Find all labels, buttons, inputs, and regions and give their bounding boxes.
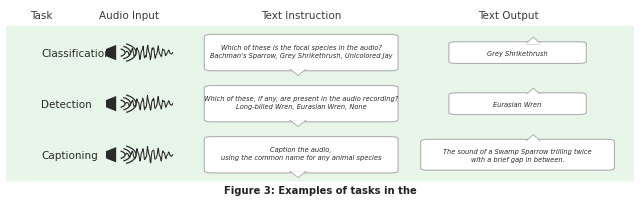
Text: Figure 3: Examples of tasks in the: Figure 3: Examples of tasks in the — [223, 185, 417, 195]
Polygon shape — [525, 135, 541, 142]
FancyBboxPatch shape — [204, 35, 398, 71]
Text: Which of these, if any, are present in the audio recording?
Long-billed Wren, Eu: Which of these, if any, are present in t… — [204, 96, 398, 110]
Polygon shape — [525, 44, 541, 45]
Polygon shape — [525, 141, 541, 142]
Text: Caption the audio,
using the common name for any animal species: Caption the audio, using the common name… — [221, 146, 381, 161]
Polygon shape — [289, 120, 307, 127]
FancyBboxPatch shape — [106, 151, 111, 159]
Text: Task: Task — [29, 11, 52, 21]
Text: Text Output: Text Output — [478, 11, 538, 21]
FancyBboxPatch shape — [449, 42, 586, 64]
Polygon shape — [289, 69, 307, 76]
FancyBboxPatch shape — [2, 128, 638, 182]
Polygon shape — [106, 46, 116, 61]
FancyBboxPatch shape — [106, 50, 111, 57]
Text: Captioning: Captioning — [41, 150, 98, 160]
Text: Detection: Detection — [41, 99, 92, 109]
Polygon shape — [289, 120, 307, 121]
Text: Eurasian Wren: Eurasian Wren — [493, 101, 541, 107]
FancyBboxPatch shape — [2, 78, 638, 131]
FancyBboxPatch shape — [449, 93, 586, 115]
Polygon shape — [525, 38, 541, 45]
Text: Grey Shrikethrush: Grey Shrikethrush — [487, 50, 548, 56]
Text: Audio Input: Audio Input — [99, 11, 159, 21]
Polygon shape — [106, 147, 116, 163]
FancyBboxPatch shape — [204, 86, 398, 122]
FancyBboxPatch shape — [2, 27, 638, 80]
Polygon shape — [106, 96, 116, 112]
FancyBboxPatch shape — [420, 140, 614, 170]
FancyBboxPatch shape — [106, 101, 111, 108]
Polygon shape — [289, 171, 307, 178]
Polygon shape — [289, 69, 307, 70]
FancyBboxPatch shape — [204, 137, 398, 173]
Polygon shape — [525, 89, 541, 95]
Text: The sound of a Swamp Sparrow trilling twice
with a brief gap in between.: The sound of a Swamp Sparrow trilling tw… — [444, 148, 592, 162]
Polygon shape — [525, 95, 541, 96]
Text: Classification: Classification — [41, 48, 111, 58]
Text: Text Instruction: Text Instruction — [261, 11, 341, 21]
Text: Which of these is the focal species in the audio?
Bachman's Sparrow, Grey Shrike: Which of these is the focal species in t… — [210, 45, 392, 59]
Polygon shape — [289, 170, 307, 171]
